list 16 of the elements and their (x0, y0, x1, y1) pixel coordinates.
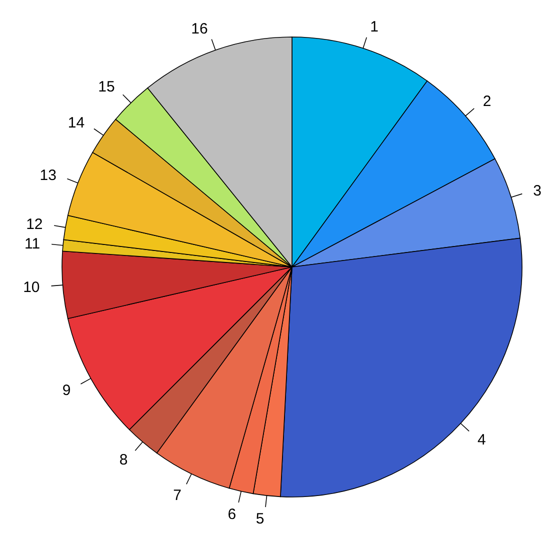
slice-label: 8 (119, 452, 128, 469)
slice-label: 5 (256, 510, 264, 528)
slice-label: 2 (482, 93, 492, 110)
slice-label: 9 (62, 382, 71, 399)
slice-label: 11 (24, 235, 40, 252)
slice-label: 3 (533, 182, 542, 200)
slice-label: 1 (370, 18, 379, 36)
slice-label: 15 (98, 78, 115, 96)
slice-label: 12 (26, 216, 43, 233)
slice-label: 16 (191, 20, 208, 38)
slice-label: 14 (68, 114, 85, 132)
slice-label: 7 (173, 486, 182, 504)
slice-label: 13 (40, 166, 56, 184)
slice-label: 6 (228, 506, 236, 523)
slice-label: 10 (23, 279, 40, 296)
slice-label: 4 (478, 431, 486, 448)
